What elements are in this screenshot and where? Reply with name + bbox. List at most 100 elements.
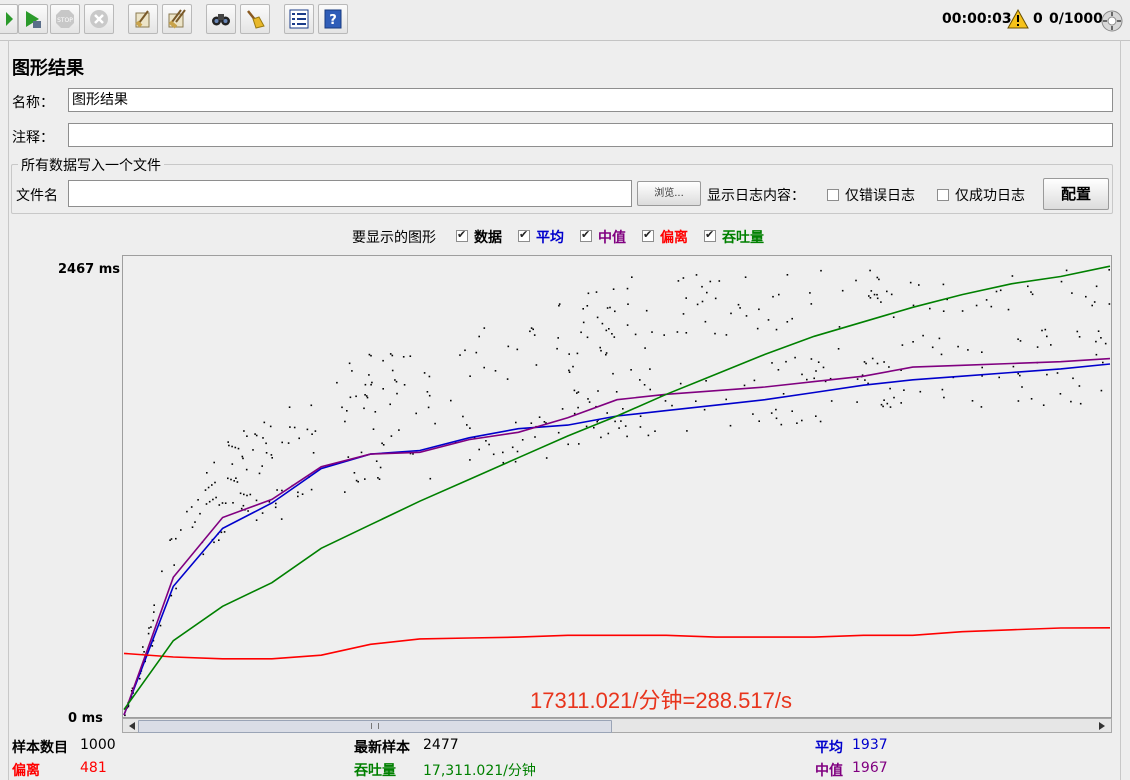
throughput-value: 17,311.021/分钟 [423,763,536,779]
sample-point [242,457,244,460]
sample-point [511,446,514,449]
sample-point [901,344,904,346]
toggle-median-checkbox[interactable] [580,228,592,242]
warning-icon[interactable] [1007,9,1029,29]
errors-only-checkbox[interactable] [827,189,839,201]
sample-point [194,521,196,523]
sample-point [946,298,948,301]
search-button[interactable] [206,4,236,34]
sample-point [502,451,504,454]
success-only-checkbox[interactable] [937,189,949,201]
sample-point [478,448,480,451]
sample-point [492,453,495,456]
sample-point [403,384,406,386]
shutdown-button[interactable] [84,4,114,34]
samples-label: 样本数目 [12,740,68,756]
sample-point [605,353,607,356]
sample-point [756,327,759,330]
sample-point [912,341,914,343]
stop-button[interactable]: STOP [50,4,80,34]
sample-point [139,677,141,680]
sample-point [190,506,193,508]
sample-point [739,307,741,309]
browse-button[interactable]: 浏览... [637,181,701,206]
scroll-right-icon[interactable] [1097,721,1107,731]
sample-point [780,423,783,426]
scroll-left-icon[interactable] [127,721,137,731]
sample-point [886,290,888,293]
sample-point [588,401,591,403]
sample-point [813,377,815,380]
sample-point [297,495,299,498]
comment-input[interactable] [68,123,1113,147]
horizontal-scrollbar[interactable] [122,718,1112,733]
sample-point [261,512,264,514]
thumb-grip-icon [371,723,379,729]
function-helper-button[interactable] [284,4,314,34]
sample-point [239,492,242,495]
start-no-pause-button[interactable] [18,4,48,34]
sample-point [245,468,248,471]
sample-point [778,293,780,296]
start-button[interactable] [0,4,18,34]
sample-point [218,539,220,541]
elapsed-timer: 00:00:03 [942,11,1012,27]
series-line-吞吐量 [123,265,1111,711]
sample-point [889,387,891,390]
toggle-throughput-checkbox[interactable] [704,228,716,242]
sample-point [255,519,258,521]
sample-point [714,297,717,300]
sample-point [506,378,509,380]
sample-point [626,324,629,326]
sample-point [630,369,632,371]
sample-point [543,421,546,423]
name-label: 名称： [12,95,54,111]
toggle-deviation-label: 偏离 [660,230,688,246]
toggle-median-label: 中值 [598,230,626,246]
sample-point [912,304,915,307]
sample-point [820,269,822,272]
clear-all-button[interactable] [162,4,192,34]
clear-button[interactable] [128,4,158,34]
sample-point [142,646,144,648]
sample-point [297,491,299,494]
help-icon: ? [324,9,342,29]
sample-point [714,332,716,335]
average-value: 1937 [852,737,888,753]
sample-point [622,408,624,410]
sample-point [301,493,304,495]
sample-point [645,309,648,312]
sample-point [995,290,998,293]
sample-point [215,496,217,499]
toggle-average-checkbox[interactable] [518,228,530,242]
configure-button[interactable]: 配置 [1043,178,1109,210]
sample-point [148,627,150,629]
sample-point [242,504,245,507]
sample-point [152,619,154,622]
help-button[interactable]: ? [318,4,348,34]
sample-point [873,293,876,296]
toggle-data-checkbox[interactable] [456,228,468,242]
sample-point [170,594,173,597]
sample-point [1027,285,1029,288]
sample-point [892,316,895,318]
sample-point [605,329,608,332]
sample-point [599,346,601,349]
clear-icon [135,10,150,28]
remote-status-icon[interactable] [1101,10,1123,32]
reset-search-button[interactable] [240,4,270,34]
sample-point [931,346,934,349]
toggle-deviation-checkbox[interactable] [642,228,654,242]
filename-label: 文件名 [16,188,58,204]
sample-point [900,369,902,371]
sample-point [573,412,576,415]
sample-point [398,429,400,431]
filename-input[interactable] [68,180,632,207]
sample-point [649,368,651,370]
name-input[interactable]: 图形结果 [68,88,1113,112]
sample-point [344,420,346,423]
comment-label: 注释： [12,130,54,146]
throughput-label: 吞吐量 [354,763,396,779]
sample-point [1012,365,1015,368]
scrollbar-thumb[interactable] [138,720,612,733]
